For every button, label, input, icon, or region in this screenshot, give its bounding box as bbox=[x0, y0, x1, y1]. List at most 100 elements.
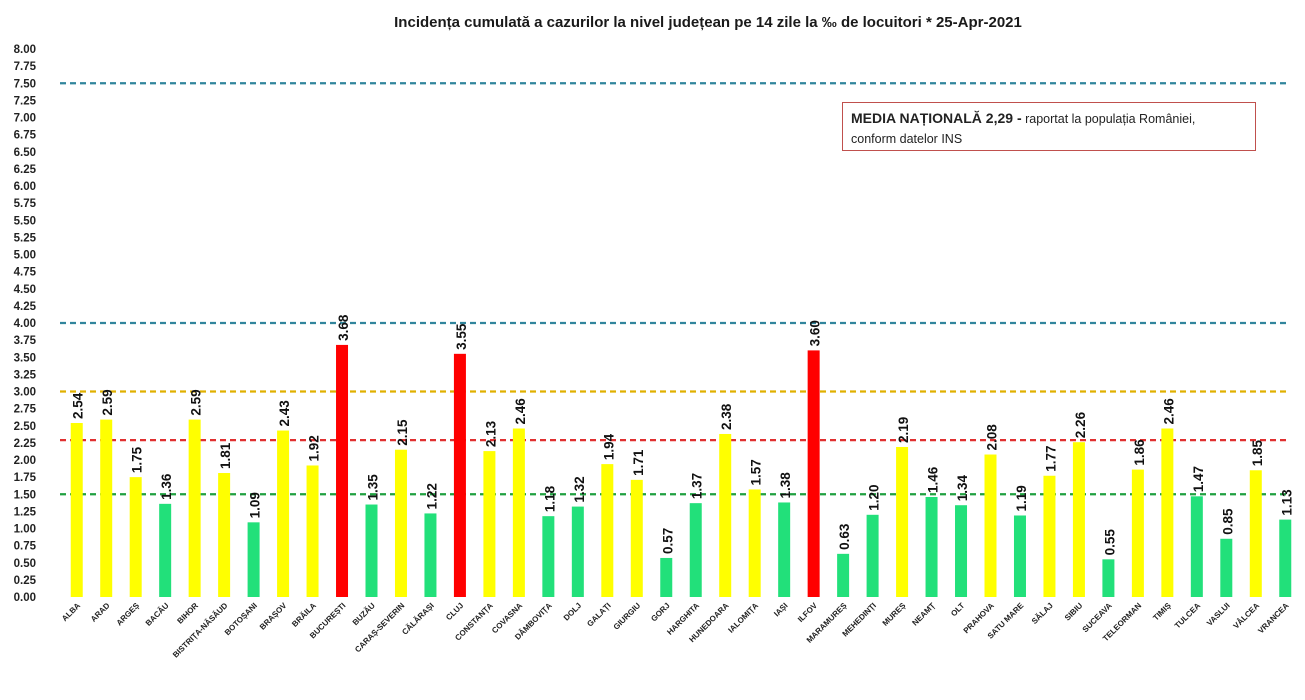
y-tick-label: 4.50 bbox=[14, 284, 36, 296]
annotation-line2: conform datelor INS bbox=[851, 132, 963, 146]
annotation-bold-text: MEDIA NAȚIONALĂ 2,29 - bbox=[851, 110, 1022, 126]
x-tick-label: VASLUI bbox=[1205, 601, 1232, 628]
bar-satu mare bbox=[1013, 515, 1026, 597]
x-tick-label: CARAȘ-SEVERIN bbox=[353, 601, 406, 654]
y-tick-label: 1.00 bbox=[14, 524, 36, 536]
bar-timiș bbox=[1161, 428, 1174, 597]
bar-olt bbox=[955, 505, 968, 597]
bar-mureș bbox=[896, 446, 909, 597]
bar-brașov bbox=[277, 430, 290, 597]
x-tick-label: BRAȘOV bbox=[258, 601, 289, 632]
y-tick-label: 4.25 bbox=[14, 301, 37, 313]
data-label: 1.32 bbox=[572, 476, 587, 502]
y-tick-label: 7.25 bbox=[14, 95, 37, 107]
bar-bihor bbox=[188, 419, 201, 597]
x-tick-label: IALOMIȚA bbox=[726, 601, 760, 635]
data-label: 0.57 bbox=[660, 528, 675, 554]
y-tick-label: 0.75 bbox=[14, 541, 37, 553]
y-tick-label: 3.50 bbox=[14, 352, 36, 364]
bar-cluj bbox=[453, 353, 466, 597]
data-label: 2.38 bbox=[719, 403, 734, 430]
bar-constanța bbox=[483, 451, 496, 597]
data-label: 1.86 bbox=[1132, 439, 1147, 466]
x-tick-label: BRĂILA bbox=[290, 601, 318, 629]
y-tick-label: 1.25 bbox=[14, 506, 37, 518]
chart-title: Incidența cumulată a cazurilor la nivel … bbox=[394, 14, 1022, 31]
bar-botoșani bbox=[247, 522, 260, 597]
data-label: 1.71 bbox=[631, 449, 646, 476]
bar-dolj bbox=[571, 506, 584, 597]
y-tick-label: 0.25 bbox=[14, 575, 37, 587]
bar-giurgiu bbox=[630, 479, 643, 597]
bar-sibiu bbox=[1072, 442, 1085, 597]
bar-vaslui bbox=[1220, 538, 1233, 597]
bar-alba bbox=[70, 423, 83, 597]
y-tick-label: 2.25 bbox=[14, 438, 37, 450]
data-label: 2.08 bbox=[985, 424, 1000, 451]
data-label: 1.75 bbox=[130, 446, 145, 473]
data-label: 2.54 bbox=[71, 392, 86, 419]
y-tick-label: 7.00 bbox=[14, 113, 36, 125]
x-tick-label: MUREȘ bbox=[881, 601, 908, 628]
data-label: 1.81 bbox=[218, 442, 233, 469]
bar-bucurești bbox=[336, 344, 349, 597]
data-labels: 2.54 2.59 1.75 1.36 2.59 1.81 1.09 2.43 1.92 3.68… bbox=[71, 314, 1295, 555]
x-tick-label: ARGEȘ bbox=[115, 601, 142, 628]
data-label: 2.19 bbox=[896, 417, 911, 443]
y-tick-label: 3.25 bbox=[14, 369, 37, 381]
x-tick-label: DOLJ bbox=[562, 601, 583, 622]
data-label: 0.85 bbox=[1220, 508, 1235, 535]
x-tick-label: ARAD bbox=[89, 601, 112, 624]
data-label: 1.34 bbox=[955, 474, 970, 501]
bar-bacău bbox=[159, 503, 172, 597]
x-tick-label: GORJ bbox=[649, 601, 671, 623]
data-label: 3.68 bbox=[336, 314, 351, 341]
y-tick-label: 4.75 bbox=[14, 267, 37, 279]
data-label: 1.20 bbox=[867, 485, 882, 511]
bar-bistrița-năsăud bbox=[218, 473, 231, 597]
data-label: 2.59 bbox=[189, 389, 204, 415]
data-label: 3.55 bbox=[454, 323, 469, 350]
y-tick-label: 3.75 bbox=[14, 335, 37, 347]
bar-vrancea bbox=[1279, 519, 1292, 597]
bar-suceava bbox=[1102, 559, 1115, 597]
data-label: 1.36 bbox=[159, 473, 174, 500]
data-label: 1.85 bbox=[1250, 440, 1265, 467]
data-label: 1.09 bbox=[248, 492, 263, 518]
data-label: 0.63 bbox=[837, 523, 852, 550]
y-tick-label: 2.75 bbox=[14, 404, 37, 416]
data-label: 2.26 bbox=[1073, 411, 1088, 438]
y-axis: 0.00 0.25 0.50 0.75 1.00 1.25 1.50 1.75 2.00 2.25… bbox=[14, 44, 37, 604]
national-average-annotation: MEDIA NAȚIONALĂ 2,29 - raportat la popul… bbox=[842, 102, 1256, 151]
y-tick-label: 5.75 bbox=[14, 198, 37, 210]
x-tick-label: BIHOR bbox=[175, 601, 200, 626]
y-tick-label: 0.00 bbox=[14, 592, 36, 604]
y-tick-label: 6.00 bbox=[14, 181, 36, 193]
data-label: 1.13 bbox=[1279, 489, 1294, 516]
data-label: 2.15 bbox=[395, 419, 410, 446]
bar-călărași bbox=[424, 513, 437, 597]
x-tick-label: BUZĂU bbox=[351, 601, 377, 627]
bar-brăila bbox=[306, 465, 319, 597]
data-label: 1.35 bbox=[366, 474, 381, 501]
data-label: 1.18 bbox=[542, 485, 557, 512]
data-label: 1.37 bbox=[690, 473, 705, 499]
y-tick-label: 7.75 bbox=[14, 61, 37, 73]
bar-sălaj bbox=[1043, 475, 1056, 597]
y-tick-label: 0.50 bbox=[14, 558, 36, 570]
data-label: 1.77 bbox=[1043, 445, 1058, 471]
data-label: 1.92 bbox=[307, 435, 322, 461]
bar-gorj bbox=[660, 557, 673, 597]
y-tick-label: 1.50 bbox=[14, 489, 36, 501]
bar-galați bbox=[601, 464, 614, 597]
x-tick-label: BACĂU bbox=[144, 601, 171, 628]
y-tick-label: 5.50 bbox=[14, 215, 36, 227]
bar-covasna bbox=[512, 428, 525, 597]
y-tick-label: 6.25 bbox=[14, 164, 37, 176]
bar-hunedoara bbox=[719, 433, 732, 597]
data-label: 1.47 bbox=[1191, 466, 1206, 492]
y-tick-label: 2.00 bbox=[14, 455, 36, 467]
data-label: 1.46 bbox=[926, 466, 941, 493]
x-tick-label: NEAMȚ bbox=[910, 601, 937, 628]
